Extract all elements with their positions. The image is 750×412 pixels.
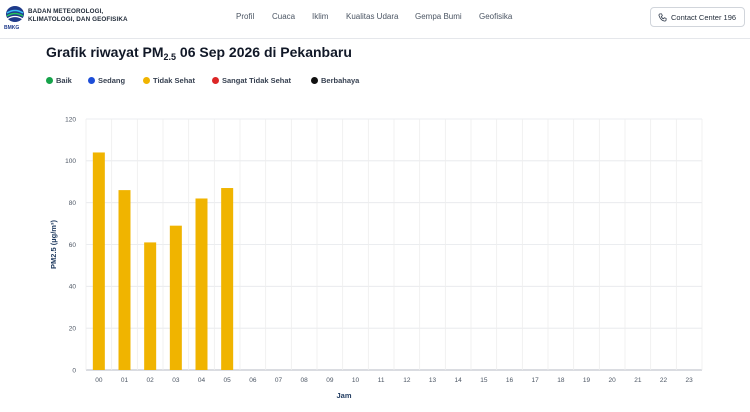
legend-dot xyxy=(212,77,219,84)
y-tick-label: 80 xyxy=(69,200,77,207)
brand-line-1: BADAN METEOROLOGI, xyxy=(28,8,104,15)
x-tick-label: 13 xyxy=(429,377,437,384)
legend-dot xyxy=(311,77,318,84)
x-tick-label: 03 xyxy=(172,377,180,384)
logo-caption: BMKG xyxy=(4,25,20,31)
x-axis-title: Jam xyxy=(336,391,351,400)
y-tick-label: 40 xyxy=(69,284,77,291)
title-prefix: Grafik riwayat PM xyxy=(46,44,164,60)
legend-label: Berbahaya xyxy=(321,76,360,85)
legend-label: Tidak Sehat xyxy=(153,76,195,85)
page-title: Grafik riwayat PM2.5 06 Sep 2026 di Peka… xyxy=(46,44,352,62)
bar xyxy=(144,242,157,370)
x-tick-label: 11 xyxy=(378,377,385,384)
x-tick-label: 10 xyxy=(352,377,360,384)
phone-icon xyxy=(658,13,667,22)
x-tick-label: 18 xyxy=(557,377,565,384)
bar xyxy=(92,152,105,370)
bar xyxy=(195,198,208,370)
y-tick-label: 100 xyxy=(65,158,76,165)
legend-dot xyxy=(46,77,53,84)
x-tick-label: 15 xyxy=(480,377,488,384)
x-tick-label: 16 xyxy=(506,377,514,384)
nav-item-kualitas-udara[interactable]: Kualitas Udara xyxy=(346,12,399,21)
contact-center-button[interactable]: Contact Center 196 xyxy=(650,7,745,27)
x-tick-label: 06 xyxy=(249,377,257,384)
nav-item-profil[interactable]: Profil xyxy=(236,12,255,21)
legend-label: Baik xyxy=(56,76,72,85)
bmkg-logo-icon[interactable] xyxy=(4,4,26,32)
x-tick-label: 22 xyxy=(660,377,668,384)
y-tick-label: 20 xyxy=(69,325,77,332)
x-tick-label: 19 xyxy=(583,377,591,384)
y-tick-label: 120 xyxy=(65,116,76,123)
y-tick-label: 0 xyxy=(72,367,76,374)
bar xyxy=(221,188,234,370)
legend-label: Sedang xyxy=(98,76,126,85)
x-tick-label: 20 xyxy=(609,377,617,384)
y-tick-label: 60 xyxy=(69,242,77,249)
legend-label: Sangat Tidak Sehat xyxy=(222,76,292,85)
bar xyxy=(169,225,182,370)
nav-item-gempa-bumi[interactable]: Gempa Bumi xyxy=(415,12,462,21)
legend-dot xyxy=(88,77,95,84)
title-subscript: 2.5 xyxy=(163,52,177,62)
bar xyxy=(118,190,131,370)
nav-item-iklim[interactable]: Iklim xyxy=(312,12,329,21)
nav-item-geofisika[interactable]: Geofisika xyxy=(479,12,513,21)
x-tick-label: 08 xyxy=(301,377,309,384)
x-tick-label: 01 xyxy=(121,377,129,384)
x-tick-label: 14 xyxy=(455,377,463,384)
y-axis-title: PM2.5 (µg/m³) xyxy=(49,220,58,269)
contact-center-label: Contact Center 196 xyxy=(671,13,737,22)
x-tick-label: 21 xyxy=(634,377,642,384)
x-tick-label: 07 xyxy=(275,377,283,384)
x-tick-label: 04 xyxy=(198,377,206,384)
x-tick-label: 17 xyxy=(532,377,540,384)
x-tick-label: 09 xyxy=(326,377,334,384)
x-tick-label: 12 xyxy=(403,377,411,384)
x-tick-label: 05 xyxy=(224,377,232,384)
x-tick-label: 02 xyxy=(147,377,155,384)
x-tick-label: 23 xyxy=(686,377,694,384)
nav-item-cuaca[interactable]: Cuaca xyxy=(272,12,296,21)
brand-name[interactable]: BADAN METEOROLOGI, KLIMATOLOGI, DAN GEOF… xyxy=(28,8,128,24)
x-tick-label: 00 xyxy=(95,377,103,384)
legend-dot xyxy=(143,77,150,84)
title-suffix: 06 Sep 2026 di Pekanbaru xyxy=(176,44,352,60)
top-navbar: BADAN METEOROLOGI, KLIMATOLOGI, DAN GEOF… xyxy=(0,0,750,39)
brand-line-2: KLIMATOLOGI, DAN GEOFISIKA xyxy=(28,16,128,23)
